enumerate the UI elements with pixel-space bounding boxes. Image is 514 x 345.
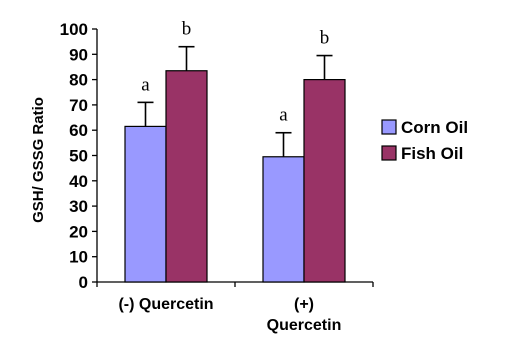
significance-label: a [279, 105, 288, 126]
legend: Corn Oil Fish Oil [381, 118, 468, 163]
x-category-label: (-) Quercetin [118, 296, 213, 313]
y-tick-label: 20 [69, 222, 88, 241]
bar [262, 156, 305, 283]
axes: 0 10 20 30 40 50 60 70 80 90 100 (-) Quercetin (+) Qu… [60, 20, 374, 334]
significance-label: a [141, 74, 150, 95]
y-tick-label: 0 [79, 273, 88, 292]
y-tick-label: 50 [69, 147, 88, 166]
bar [303, 78, 346, 283]
legend-label: Corn Oil [401, 118, 468, 137]
legend-swatch [381, 119, 397, 135]
bar [165, 70, 208, 283]
significance-label: b [320, 28, 330, 49]
y-tick-label: 90 [69, 45, 88, 64]
significance-label: b [182, 19, 192, 40]
y-tick-label: 40 [69, 172, 88, 191]
y-tick-label: 10 [69, 248, 88, 267]
legend-label: Fish Oil [401, 144, 463, 163]
bars: a b a b [124, 19, 346, 283]
y-tick-label: 60 [69, 121, 88, 140]
y-tick-label: 30 [69, 197, 88, 216]
bar [124, 125, 167, 283]
y-axis-label: GSH/ GSSG Ratio [30, 97, 47, 223]
y-tick-label: 100 [60, 20, 88, 39]
y-tick-label: 70 [69, 96, 88, 115]
y-tick-label: 80 [69, 71, 88, 90]
x-category-label: (+) Quercetin [267, 296, 342, 334]
legend-swatch [381, 145, 397, 161]
